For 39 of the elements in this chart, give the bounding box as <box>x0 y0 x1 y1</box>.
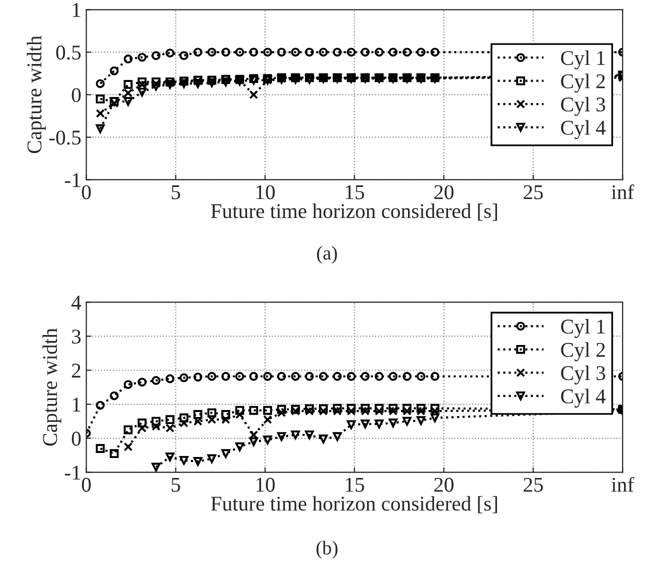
legend-label: Cyl 1 <box>561 50 605 70</box>
x-tick-label: 25 <box>524 185 543 200</box>
y-tick-label: 3 <box>72 330 81 344</box>
legend-label: Cyl 4 <box>561 388 606 408</box>
x-tick-label: 5 <box>172 478 180 492</box>
legend-label: Cyl 2 <box>561 342 605 362</box>
y-tick-label: 1 <box>72 398 80 412</box>
x-tick-label: 10 <box>256 185 275 200</box>
y-tick-label: 2 <box>72 364 80 378</box>
text: (b) <box>316 540 338 558</box>
text: (a) <box>317 246 337 264</box>
x-tick-label: 25 <box>524 478 543 492</box>
y-tick-label: -0.5 <box>49 130 81 145</box>
x-tick-label: inf <box>611 184 634 200</box>
legend-label: Cyl 4 <box>561 120 606 140</box>
legend-label: Cyl 3 <box>561 96 606 116</box>
x-tick-label: 15 <box>346 185 364 200</box>
y-tick-label: 0.5 <box>56 46 81 60</box>
y-tick-label: -1 <box>64 466 80 480</box>
y-tick-label: 1 <box>72 3 80 17</box>
y-axis-title: Capture width <box>26 36 46 154</box>
x-tick-label: 10 <box>256 478 275 492</box>
x-tick-label: 15 <box>346 478 364 492</box>
x-tick-label: inf <box>611 476 634 492</box>
legend-label: Cyl 1 <box>561 319 605 338</box>
y-tick-label: 4 <box>71 296 82 310</box>
x-tick-label: 5 <box>172 185 180 200</box>
y-tick-label: 0 <box>72 432 81 446</box>
legend-label: Cyl 2 <box>561 74 605 93</box>
y-axis-title: Capture width <box>42 328 62 446</box>
legend-label: Cyl 3 <box>561 365 606 384</box>
x-tick-label: 20 <box>434 478 454 492</box>
y-tick-label: -1 <box>64 173 80 187</box>
x-tick-label: 0 <box>82 185 91 200</box>
x-tick-label: 20 <box>434 185 454 200</box>
y-tick-label: 0 <box>72 88 81 102</box>
x-tick-label: 0 <box>82 478 91 492</box>
x-axis-title: Future time horizon considered [s] <box>211 203 497 221</box>
x-axis-title: Future time horizon considered [s] <box>211 496 497 514</box>
